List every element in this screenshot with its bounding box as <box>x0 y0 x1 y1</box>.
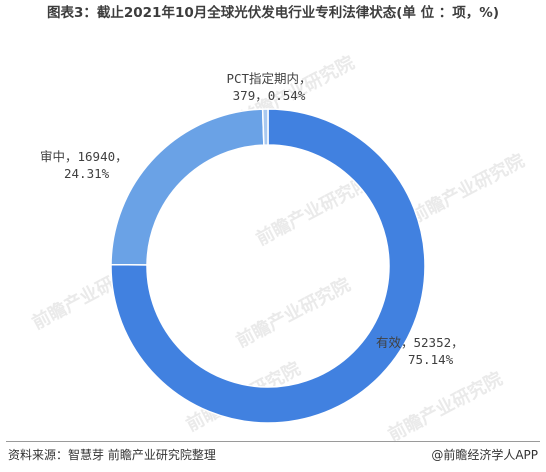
label-pct-line2: 379，0.54% <box>232 88 306 103</box>
label-valid: 有效，52352， 75.14% <box>376 334 464 368</box>
label-review-line2: 24.31% <box>64 166 110 181</box>
label-pct: PCT指定期内， 379，0.54% <box>196 70 342 104</box>
label-review-line1: 审中，16940， <box>40 149 128 164</box>
label-review: 审中，16940， 24.31% <box>40 148 128 182</box>
footer-brand: @前瞻经济学人APP <box>431 448 538 462</box>
donut-slices <box>110 108 426 424</box>
label-pct-line1: PCT指定期内， <box>226 71 312 86</box>
donut-slice-1 <box>110 108 265 266</box>
donut-slice-0 <box>110 108 426 424</box>
watermark-5: 前瞻产业研究院 <box>384 367 506 446</box>
footer-source: 资料来源：智慧芽 前瞻产业研究院整理 <box>8 448 216 462</box>
donut-slice-2 <box>261 108 269 146</box>
label-valid-line1: 有效，52352， <box>376 335 464 350</box>
chart-title: 图表3：截止2021年10月全球光伏发电行业专利法律状态(单 位 ：项，%) <box>46 5 500 21</box>
label-valid-line2: 75.14% <box>408 352 454 367</box>
watermark-6: 前瞻产业研究院 <box>406 149 528 228</box>
footer-divider <box>6 441 540 442</box>
watermark-3: 前瞻产业研究院 <box>232 273 354 352</box>
